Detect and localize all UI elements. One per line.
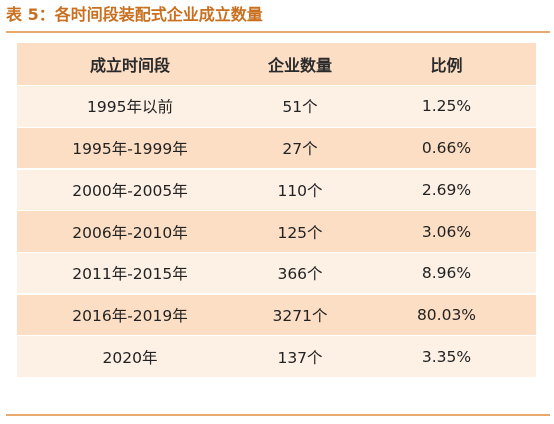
- count-cell: 125个: [277, 223, 323, 242]
- top-divider: [6, 31, 550, 33]
- table-row: 2020年 137个 3.35%: [17, 336, 536, 377]
- count-cell: 27个: [282, 140, 318, 159]
- table-caption: 表 5：各时间段装配式企业成立数量: [6, 5, 263, 24]
- count-cell: 110个: [277, 181, 323, 200]
- ratio-cell: 8.96%: [421, 264, 472, 283]
- bottom-divider: [6, 414, 550, 416]
- period-cell: 2006年-2010年: [72, 223, 188, 242]
- ratio-cell: 1.25%: [421, 97, 472, 116]
- ratio-cell: 0.66%: [421, 139, 472, 158]
- ratio-cell: 2.69%: [421, 180, 472, 199]
- table-header-row: 成立时间段 企业数量 比例: [17, 43, 536, 85]
- table-row: 1995年以前 51个 1.25%: [17, 86, 536, 127]
- period-cell: 2020年: [102, 348, 158, 367]
- ratio-cell: 3.06%: [421, 222, 472, 241]
- period-cell: 2016年-2019年: [72, 306, 188, 325]
- period-cell: 1995年以前: [87, 98, 173, 117]
- header-period: 成立时间段: [89, 56, 170, 75]
- ratio-cell: 3.35%: [421, 347, 472, 366]
- count-cell: 366个: [277, 265, 323, 284]
- count-cell: 51个: [282, 98, 318, 117]
- count-cell: 137个: [277, 348, 323, 367]
- table-row: 2016年-2019年 3271个 80.03%: [17, 294, 536, 336]
- period-cell: 2011年-2015年: [72, 265, 188, 284]
- header-count: 企业数量: [267, 56, 332, 75]
- ratio-cell: 80.03%: [416, 305, 477, 324]
- table-row: 2000年-2005年 110个 2.69%: [17, 169, 536, 211]
- table-row: 2011年-2015年 366个 8.96%: [17, 253, 536, 294]
- data-table: 成立时间段 企业数量 比例 1995年以前 51个 1.25% 1995年-19…: [17, 43, 536, 377]
- header-ratio: 比例: [430, 56, 463, 75]
- table-row: 2006年-2010年 125个 3.06%: [17, 211, 536, 252]
- period-cell: 1995年-1999年: [72, 140, 188, 159]
- period-cell: 2000年-2005年: [72, 181, 188, 200]
- table-row: 1995年-1999年 27个 0.66%: [17, 127, 536, 169]
- count-cell: 3271个: [272, 306, 328, 325]
